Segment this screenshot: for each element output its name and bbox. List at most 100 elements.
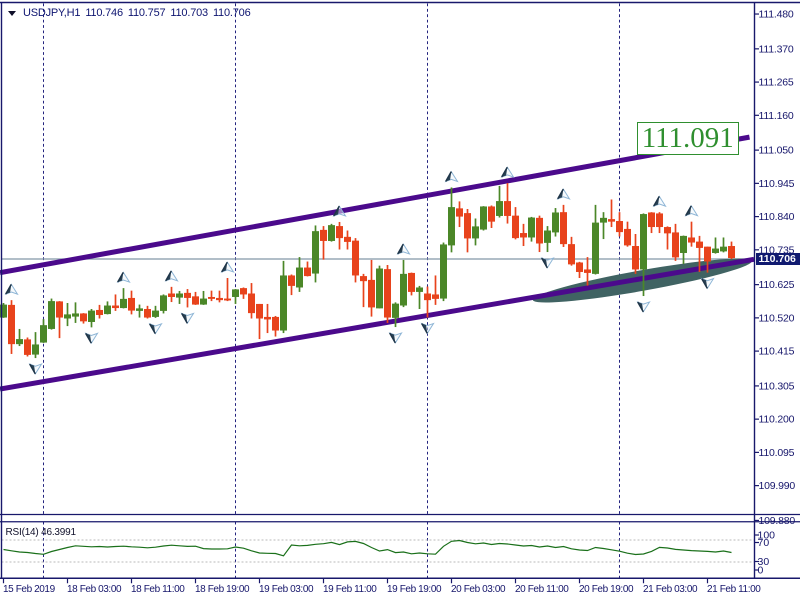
candle-body [456, 208, 463, 217]
candle-body [256, 303, 263, 319]
candle-body [552, 212, 559, 233]
rsi-scale-label: 100 [758, 530, 776, 542]
candle-body [528, 217, 535, 238]
fractal-down-icon [388, 332, 403, 344]
upper-trendline[interactable] [0, 134, 750, 276]
candle-body [408, 272, 415, 292]
candle-body [664, 227, 671, 234]
candle-body [304, 267, 311, 277]
fractal-down-icon [180, 312, 195, 325]
candle-body [320, 229, 327, 241]
price-axis-label: 110.625 [759, 279, 795, 291]
trendline-price-label[interactable]: 111.091 [637, 122, 739, 155]
bid-price-label: 110.706 [758, 252, 796, 265]
candle-body [80, 313, 87, 322]
fractal-down-icon [148, 322, 163, 335]
price-axis-label: 110.305 [759, 381, 795, 393]
price-axis-label: 109.880 [759, 515, 796, 527]
fractal-down-icon [636, 301, 651, 313]
bid-price-box: 110.706 [755, 252, 800, 266]
candle-body [248, 293, 255, 314]
candle-body [624, 228, 631, 246]
candle-body [560, 212, 567, 245]
candle-body [168, 293, 175, 297]
candle-body [392, 303, 399, 318]
time-axis-label: 21 Feb 03:00 [643, 584, 698, 595]
fractal-down-icon [540, 257, 555, 269]
candle-body [368, 279, 375, 308]
price-axis-label: 110.520 [759, 312, 795, 324]
candle-body [496, 201, 503, 216]
candles [0, 183, 735, 359]
candle-body [0, 304, 7, 318]
candle-body [400, 273, 407, 306]
candle-body [88, 310, 95, 322]
candle-body [104, 305, 111, 315]
candle-body [152, 310, 159, 317]
candle-body [440, 244, 447, 299]
time-axis-label: 18 Feb 19:00 [195, 584, 250, 595]
candle-body [512, 215, 519, 239]
time-axis-label: 19 Feb 19:00 [387, 584, 442, 595]
price-axis-label: 109.990 [759, 480, 796, 492]
candle-body [488, 206, 495, 222]
ohlc-low: 110.703 [170, 7, 208, 19]
pane-borders [0, 1, 800, 580]
candle-body [160, 295, 167, 311]
candle-body [136, 308, 143, 311]
candle-body [296, 267, 303, 288]
rsi-scale-label: 0 [758, 565, 764, 577]
candle-body [8, 304, 15, 345]
candle-body [728, 246, 735, 259]
fractal-down-icon [84, 332, 99, 345]
price-axis-label: 111.265 [759, 77, 794, 89]
rsi-indicator-label: RSI(14) 46.3991 [5, 527, 77, 538]
candle-body [376, 268, 383, 309]
price-axis-label: 111.160 [759, 110, 794, 122]
candle-body [216, 297, 223, 301]
price-axis-label: 110.415 [759, 346, 795, 358]
candle-body [424, 293, 431, 301]
candle-body [64, 314, 71, 319]
fractal-up-icon [332, 205, 347, 217]
fractal-arrows [4, 166, 715, 375]
candle-body [592, 222, 599, 274]
chart-header: USDJPY,H1 110.746 110.757 110.703 110.70… [8, 7, 251, 19]
candle-body [568, 244, 575, 265]
fractal-up-icon [556, 188, 571, 200]
fractal-up-icon [684, 204, 699, 217]
candle-body [656, 213, 663, 228]
candle-body [616, 221, 623, 233]
candle-body [48, 301, 55, 329]
price-axis-label: 110.095 [759, 447, 795, 459]
candle-body [544, 230, 551, 243]
candle-body [344, 236, 351, 242]
price-axis-label: 111.370 [759, 43, 794, 55]
candle-body [696, 241, 703, 248]
symbol-menu-icon[interactable] [8, 10, 16, 16]
candle-body [32, 344, 39, 355]
fractal-down-icon [420, 322, 435, 335]
price-axis[interactable]: 111.480 111.370 111.265 111.160 111.050 110.9… [754, 9, 796, 527]
candle-body [336, 226, 343, 239]
candle-body [24, 339, 31, 355]
candle-body [504, 201, 511, 216]
time-axis[interactable]: 15 Feb 2019 18 Feb 03:00 18 Feb 11:00 18 Fe… [2, 578, 762, 595]
candle-body [360, 276, 367, 282]
time-axis-label: 20 Feb 11:00 [515, 584, 569, 595]
candle-body [192, 296, 199, 305]
candle-body [688, 237, 695, 243]
ohlc-close: 110.706 [212, 7, 251, 19]
candle-body [384, 269, 391, 318]
time-axis-label: 20 Feb 19:00 [579, 584, 634, 595]
candle-body [352, 240, 359, 276]
candle-body [608, 219, 615, 222]
candle-body [176, 293, 183, 298]
candle-body [416, 287, 423, 292]
fractal-down-icon [700, 277, 715, 290]
time-axis-label: 18 Feb 03:00 [67, 584, 122, 595]
lower-trendline[interactable] [0, 256, 755, 392]
fractal-up-icon [444, 170, 459, 183]
